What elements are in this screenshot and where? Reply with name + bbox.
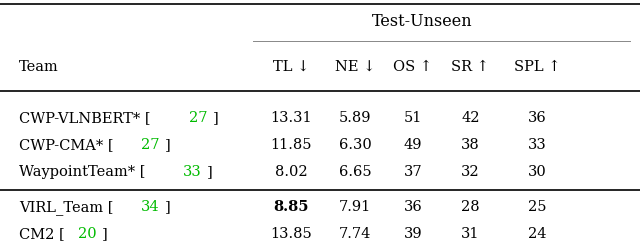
- Text: 49: 49: [404, 138, 422, 152]
- Text: 25: 25: [529, 200, 547, 214]
- Text: SR ↑: SR ↑: [451, 60, 490, 74]
- Text: 38: 38: [461, 138, 480, 152]
- Text: 42: 42: [461, 111, 479, 125]
- Text: 27: 27: [141, 138, 160, 152]
- Text: NE ↓: NE ↓: [335, 60, 376, 74]
- Text: 7.91: 7.91: [339, 200, 371, 214]
- Text: SPL ↑: SPL ↑: [515, 60, 561, 74]
- Text: 8.02: 8.02: [275, 165, 307, 179]
- Text: 13.31: 13.31: [270, 111, 312, 125]
- Text: 31: 31: [461, 227, 479, 241]
- Text: 6.65: 6.65: [339, 165, 371, 179]
- Text: ]: ]: [213, 111, 219, 125]
- Text: OS ↑: OS ↑: [393, 60, 433, 74]
- Text: 7.74: 7.74: [339, 227, 371, 241]
- Text: 39: 39: [403, 227, 422, 241]
- Text: 20: 20: [78, 227, 97, 241]
- Text: 33: 33: [528, 138, 547, 152]
- Text: 37: 37: [403, 165, 422, 179]
- Text: Team: Team: [19, 60, 59, 74]
- Text: CWP-VLNBERT* [: CWP-VLNBERT* [: [19, 111, 151, 125]
- Text: 8.85: 8.85: [273, 200, 309, 214]
- Text: 51: 51: [404, 111, 422, 125]
- Text: ]: ]: [207, 165, 212, 179]
- Text: 36: 36: [403, 200, 422, 214]
- Text: CWP-CMA* [: CWP-CMA* [: [19, 138, 114, 152]
- Text: ]: ]: [102, 227, 108, 241]
- Text: VIRL_Team [: VIRL_Team [: [19, 200, 114, 215]
- Text: CM2 [: CM2 [: [19, 227, 65, 241]
- Text: 33: 33: [182, 165, 201, 179]
- Text: 27: 27: [189, 111, 207, 125]
- Text: TL ↓: TL ↓: [273, 60, 309, 74]
- Text: ]: ]: [165, 200, 171, 214]
- Text: 30: 30: [528, 165, 547, 179]
- Text: 32: 32: [461, 165, 480, 179]
- Text: WaypointTeam* [: WaypointTeam* [: [19, 165, 146, 179]
- Text: 34: 34: [141, 200, 160, 214]
- Text: 36: 36: [528, 111, 547, 125]
- Text: Test-Unseen: Test-Unseen: [372, 13, 473, 30]
- Text: 5.89: 5.89: [339, 111, 371, 125]
- Text: 13.85: 13.85: [270, 227, 312, 241]
- Text: 24: 24: [529, 227, 547, 241]
- Text: ]: ]: [165, 138, 171, 152]
- Text: 28: 28: [461, 200, 480, 214]
- Text: 11.85: 11.85: [271, 138, 312, 152]
- Text: 6.30: 6.30: [339, 138, 372, 152]
